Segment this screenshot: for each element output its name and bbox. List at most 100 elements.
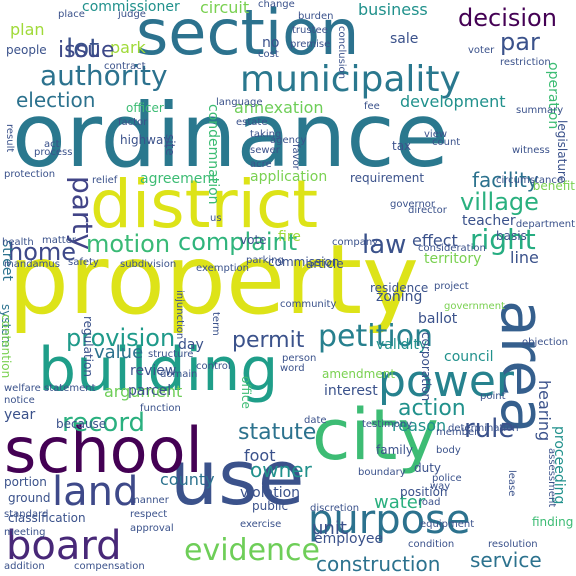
word-permit: permit bbox=[232, 328, 305, 353]
word-date: date bbox=[304, 415, 327, 426]
word-park: park bbox=[110, 38, 146, 57]
word-fire: fire bbox=[278, 229, 301, 245]
word-family: family bbox=[376, 443, 414, 457]
word-use: use bbox=[170, 433, 305, 522]
word-law: law bbox=[362, 230, 407, 260]
word-project: project bbox=[434, 281, 469, 292]
word-highway: highway bbox=[120, 133, 171, 147]
word-objection: objection bbox=[522, 337, 569, 348]
word-municipality: municipality bbox=[240, 59, 461, 100]
word-statement: statement bbox=[44, 383, 96, 394]
word-equipment: equipment bbox=[420, 519, 475, 530]
word-service: service bbox=[470, 548, 542, 572]
word-vote: vote bbox=[240, 233, 267, 247]
word-place: place bbox=[58, 9, 85, 20]
word-protection: protection bbox=[4, 169, 56, 180]
word-testimony: testimony bbox=[362, 419, 413, 430]
word-standard: standard bbox=[4, 509, 49, 520]
word-process: process bbox=[34, 147, 73, 158]
word-parking: parking bbox=[246, 255, 284, 266]
word-duty: duty bbox=[414, 461, 442, 475]
word-issue: issue bbox=[58, 38, 115, 63]
word-safety: safety bbox=[68, 257, 99, 268]
word-commission: commission bbox=[268, 255, 340, 269]
word-determination: determination bbox=[448, 423, 519, 434]
word-hearing: hearing bbox=[535, 380, 554, 442]
word-person: person bbox=[282, 353, 317, 364]
word-village: village bbox=[460, 188, 539, 216]
word-compensation: compensation bbox=[74, 561, 145, 572]
word-requirement: requirement bbox=[350, 171, 425, 185]
word-agreement: agreement bbox=[140, 171, 217, 187]
word-result: result bbox=[4, 124, 15, 153]
word-factor: factor bbox=[118, 117, 148, 128]
word-school: school bbox=[4, 414, 203, 487]
word-acre: acre bbox=[250, 159, 272, 170]
word-act: act bbox=[44, 139, 60, 150]
word-council: council bbox=[444, 349, 494, 365]
word-conclusion: conclusion bbox=[336, 26, 347, 80]
word-record: record bbox=[62, 408, 146, 438]
word-witness: witness bbox=[512, 145, 550, 156]
word-construction: construction bbox=[316, 552, 441, 576]
word-structure: structure bbox=[148, 349, 194, 360]
word-line: line bbox=[510, 248, 539, 267]
word-officer: officer bbox=[126, 101, 164, 115]
word-count: count bbox=[432, 137, 461, 148]
word-condition: condition bbox=[408, 539, 455, 550]
word-evidence: evidence bbox=[184, 533, 321, 568]
word-contract: contract bbox=[104, 61, 146, 72]
word-relief: relief bbox=[92, 175, 118, 186]
word-addition: addition bbox=[4, 561, 45, 572]
word-development: development bbox=[400, 92, 506, 111]
word-subdivision: subdivision bbox=[120, 259, 177, 270]
word-petition: petition bbox=[318, 319, 434, 354]
word-lease: lease bbox=[506, 470, 517, 497]
word-view: view bbox=[424, 129, 448, 140]
word-decision: decision bbox=[458, 4, 557, 32]
word-circuit: circuit bbox=[200, 0, 250, 17]
word-us: us bbox=[210, 213, 222, 224]
word-provision: provision bbox=[66, 324, 176, 352]
word-finding: finding bbox=[532, 515, 574, 529]
word-public: public bbox=[252, 499, 289, 513]
word-teacher: teacher bbox=[462, 213, 516, 229]
word-classification: classification bbox=[8, 511, 86, 525]
word-health: health bbox=[2, 237, 34, 248]
word-violation: violation bbox=[240, 485, 301, 501]
word-circumstance: circumstance bbox=[496, 175, 563, 186]
word-ordinance: ordinance bbox=[12, 84, 449, 187]
word-because: because bbox=[56, 417, 107, 431]
word-condemnation: condemnation bbox=[205, 104, 221, 205]
word-judge: judge bbox=[118, 9, 146, 20]
word-restriction: restriction bbox=[500, 57, 551, 68]
word-complaint: complaint bbox=[178, 228, 298, 256]
word-district: district bbox=[90, 166, 319, 243]
word-mandamus: mandamus bbox=[4, 259, 60, 270]
word-regulation: regulation bbox=[81, 316, 95, 377]
word-property: property bbox=[8, 224, 419, 336]
word-language: language bbox=[216, 97, 263, 108]
word-exemption: exemption bbox=[196, 263, 249, 274]
word-year: year bbox=[4, 407, 36, 423]
word-review: review bbox=[130, 363, 177, 379]
word-city: city bbox=[312, 394, 439, 476]
word-welfare: welfare bbox=[4, 383, 41, 394]
word-contention: contention bbox=[0, 314, 13, 379]
word-power: power bbox=[378, 356, 514, 407]
word-foot: foot bbox=[244, 446, 276, 465]
word-director: director bbox=[408, 205, 447, 216]
word-statute: statute bbox=[238, 420, 317, 445]
word-residence: residence bbox=[370, 281, 429, 295]
word-election: election bbox=[16, 88, 96, 112]
word-fee: fee bbox=[364, 101, 380, 112]
word-resolution: resolution bbox=[488, 539, 538, 550]
word-favor: favor bbox=[290, 144, 301, 170]
word-application: application bbox=[250, 169, 328, 185]
word-board: board bbox=[6, 523, 122, 569]
word-term: term bbox=[210, 312, 221, 336]
word-section: section bbox=[136, 0, 360, 69]
word-trustee: trustee bbox=[292, 25, 328, 36]
word-operation: operation bbox=[545, 62, 561, 130]
